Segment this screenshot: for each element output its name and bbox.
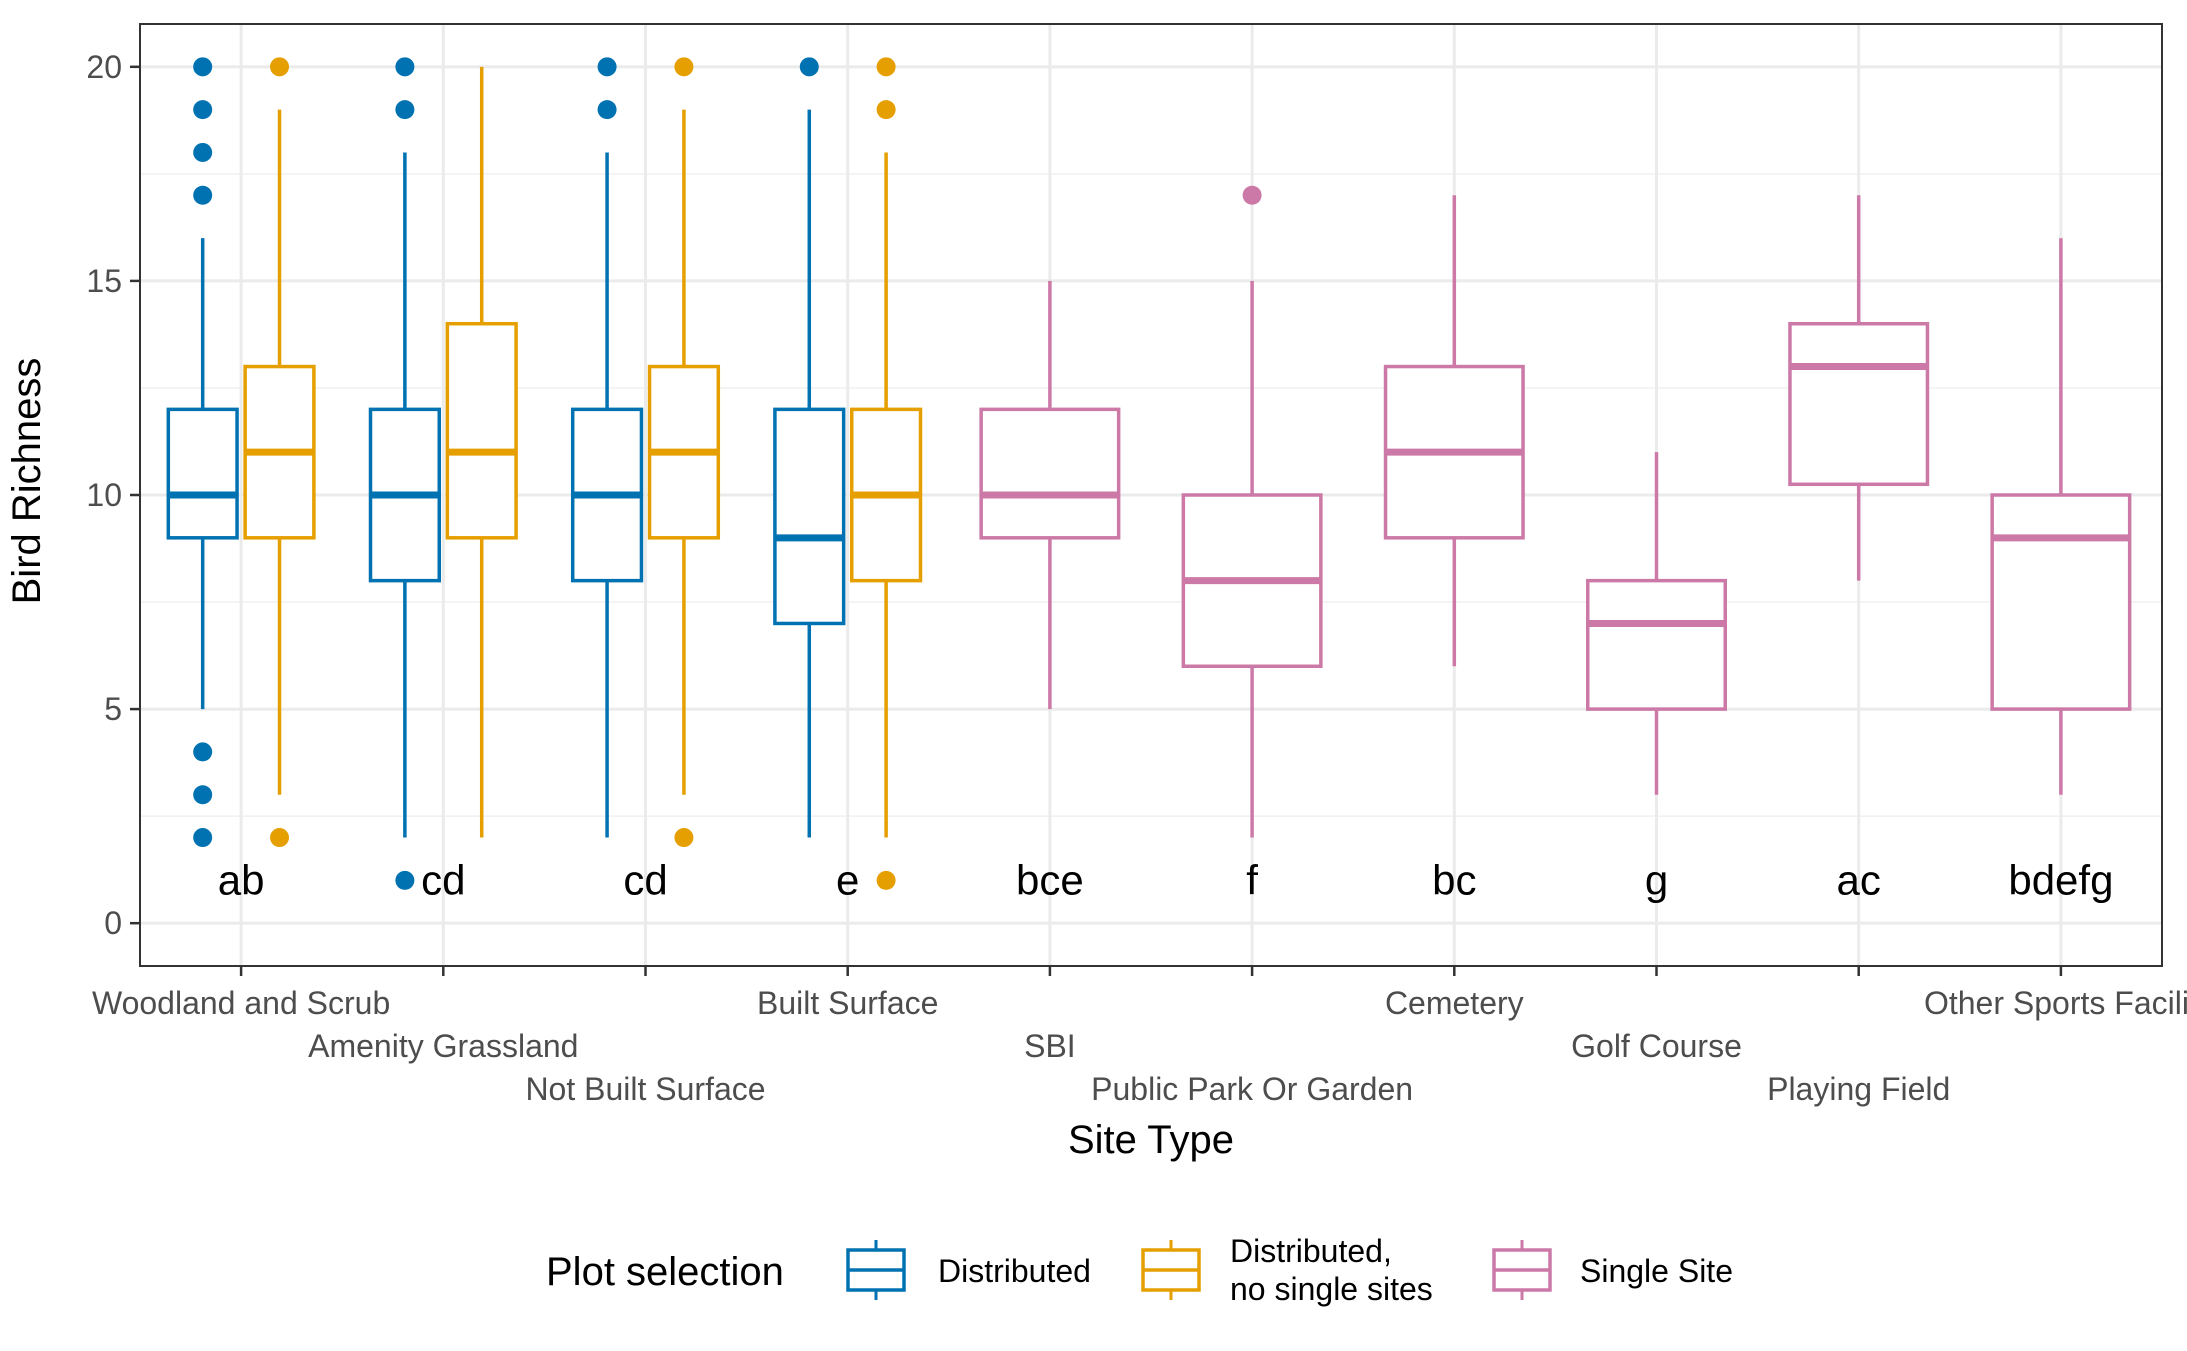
box-distributed-1 [368, 57, 442, 890]
outlier-point [1242, 185, 1262, 205]
group-letter: ac [1837, 856, 1881, 903]
legend: Plot selection Distributed Distributed, no… [546, 1233, 1733, 1307]
outlier-point [193, 828, 213, 848]
outlier-point [193, 57, 213, 77]
outlier-point [876, 870, 896, 890]
outlier-point [193, 142, 213, 162]
group-letter: g [1645, 856, 1668, 903]
outlier-point [270, 828, 290, 848]
x-tick-label: Amenity Grassland [308, 1028, 578, 1064]
legend-key-distributed [846, 1240, 906, 1300]
y-tick-label: 15 [86, 263, 122, 299]
outlier-point [193, 785, 213, 805]
outlier-point [597, 100, 617, 120]
outlier-point [876, 100, 896, 120]
box-single-8 [1788, 195, 1930, 581]
group-letter: f [1246, 856, 1258, 903]
outlier-point [193, 185, 213, 205]
group-letter: bc [1432, 856, 1476, 903]
iqr-box [1990, 493, 2132, 711]
legend-key-single [1492, 1240, 1552, 1300]
x-tick-label: Public Park Or Garden [1091, 1071, 1413, 1107]
outlier-point [193, 100, 213, 120]
box-distributed_no_single-2 [647, 57, 721, 848]
iqr-box [1788, 321, 1930, 487]
box-layer [166, 57, 2132, 890]
outlier-point [395, 100, 415, 120]
outlier-point [193, 742, 213, 762]
box-distributed-0 [166, 57, 239, 848]
y-axis: 0 5 10 15 20 [86, 49, 140, 941]
box-single-6 [1383, 195, 1525, 667]
y-axis-title: Bird Richness [5, 358, 49, 605]
x-tick-label: Woodland and Scrub [92, 985, 390, 1021]
group-letter: cd [421, 856, 465, 903]
outlier-point [597, 57, 617, 77]
y-tick-label: 20 [86, 49, 122, 85]
box-single-4 [979, 280, 1121, 710]
y-tick-label: 5 [104, 691, 122, 727]
legend-key-distributed_no_single [1141, 1240, 1201, 1300]
box-single-9 [1990, 238, 2132, 795]
x-tick-label: Built Surface [757, 985, 938, 1021]
iqr-box [773, 407, 846, 626]
box-single-5 [1181, 185, 1323, 838]
iqr-box [445, 321, 518, 540]
outlier-point [395, 57, 415, 77]
outlier-point [674, 828, 694, 848]
legend-label-line: Distributed, [1230, 1233, 1392, 1269]
group-letter: ab [218, 856, 265, 903]
x-tick-label: Not Built Surface [525, 1071, 765, 1107]
legend-label: Distributed, no single sites [1230, 1233, 1433, 1307]
legend-label: Distributed [938, 1253, 1091, 1289]
x-tick-label: Cemetery [1385, 985, 1524, 1021]
outlier-point [876, 57, 896, 77]
group-letter: e [836, 856, 859, 903]
x-tick-label: SBI [1024, 1028, 1076, 1064]
legend-label-line: no single sites [1230, 1271, 1433, 1307]
x-tick-label: Playing Field [1767, 1071, 1950, 1107]
legend-title: Plot selection [546, 1250, 784, 1294]
x-tick-label: Other Sports Facilit [1924, 985, 2187, 1021]
y-tick-label: 0 [104, 905, 122, 941]
iqr-box [166, 407, 239, 540]
outlier-point [395, 870, 415, 890]
box-distributed_no_single-3 [849, 57, 923, 890]
group-letter: bdefg [2008, 856, 2113, 903]
x-axis: Woodland and Scrub Amenity Grassland Not B… [92, 966, 2187, 1107]
iqr-box [1586, 578, 1727, 711]
outlier-point [270, 57, 290, 77]
significance-letters: ab cd cd e bce f bc g ac bdefg [218, 856, 2114, 903]
box-distributed-3 [773, 57, 846, 838]
group-letter: cd [623, 856, 667, 903]
iqr-box [979, 407, 1121, 540]
box-distributed-2 [570, 57, 644, 838]
box-distributed_no_single-0 [243, 57, 316, 848]
x-axis-title: Site Type [1068, 1118, 1234, 1162]
y-tick-label: 10 [86, 477, 122, 513]
box-single-7 [1586, 452, 1727, 795]
box-distributed_no_single-1 [445, 66, 518, 838]
group-letter: bce [1016, 856, 1084, 903]
x-tick-label: Golf Course [1571, 1028, 1742, 1064]
legend-label: Single Site [1580, 1253, 1733, 1289]
outlier-point [674, 57, 694, 77]
outlier-point [799, 57, 819, 77]
